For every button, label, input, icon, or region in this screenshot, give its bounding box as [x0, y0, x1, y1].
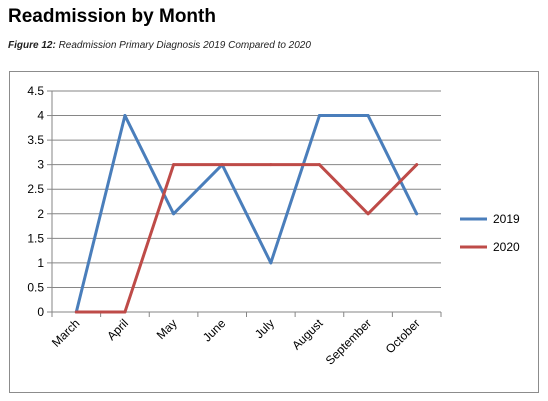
caption-label: Figure 12:: [8, 40, 56, 51]
y-tick-label: 1.5: [27, 231, 44, 245]
data-point-2020: [366, 212, 370, 216]
y-tick-label: 2.5: [27, 182, 44, 196]
data-point-2020: [415, 163, 419, 167]
legend-label: 2019: [493, 212, 520, 226]
x-tick-label: August: [289, 316, 326, 353]
y-tick-label: 3: [37, 158, 44, 172]
x-tick-label: June: [200, 316, 229, 345]
x-tick-label: May: [154, 316, 180, 342]
data-point-2020: [123, 310, 127, 314]
x-tick-label: September: [323, 316, 374, 367]
y-tick-label: 4.5: [27, 84, 44, 98]
x-tick-label: July: [252, 316, 277, 341]
data-point-2019: [172, 212, 176, 216]
x-tick-label: October: [383, 316, 423, 356]
y-tick-label: 3.5: [27, 133, 44, 147]
x-tick-label: April: [104, 316, 131, 343]
caption-text: Readmission Primary Diagnosis 2019 Compa…: [58, 40, 311, 51]
y-tick-label: 0: [37, 305, 44, 319]
data-point-2020: [269, 163, 273, 167]
page-title: Readmission by Month: [8, 6, 216, 27]
y-tick-label: 2: [37, 207, 44, 221]
y-tick-label: 1: [37, 256, 44, 270]
y-tick-label: 0.5: [27, 280, 44, 294]
data-point-2020: [74, 310, 78, 314]
data-point-2019: [415, 212, 419, 216]
y-tick-label: 4: [37, 109, 44, 123]
data-point-2019: [366, 114, 370, 118]
data-point-2020: [172, 163, 176, 167]
data-point-2019: [123, 114, 127, 118]
data-point-2019: [269, 261, 273, 265]
figure-caption: Figure 12: Readmission Primary Diagnosis…: [8, 40, 311, 51]
data-point-2020: [220, 163, 224, 167]
x-tick-label: March: [49, 316, 82, 349]
series-line-2019: [74, 114, 419, 314]
chart-frame: [9, 71, 539, 393]
legend-label: 2020: [493, 240, 520, 254]
series-line-2020: [74, 163, 419, 314]
data-point-2019: [317, 114, 321, 118]
data-point-2020: [317, 163, 321, 167]
